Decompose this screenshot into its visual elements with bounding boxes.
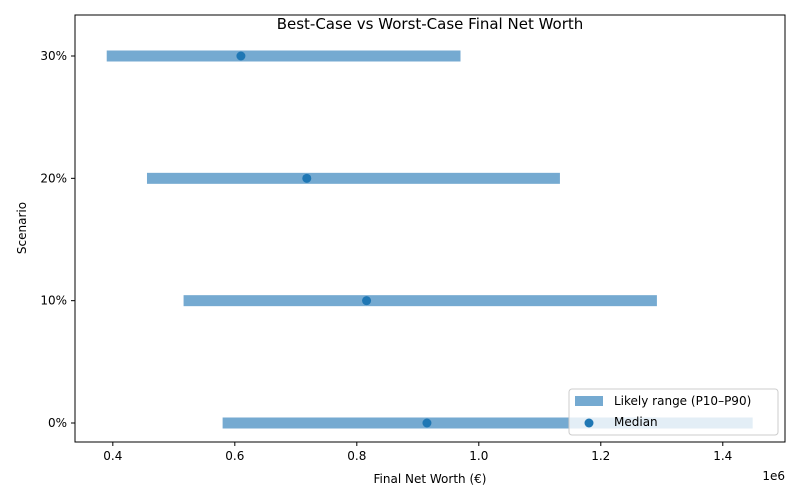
x-axis-label: Final Net Worth (€) <box>374 472 487 486</box>
range-bar-30% <box>106 50 461 62</box>
median-point-30% <box>236 51 246 61</box>
x-tick-label: 1.0 <box>469 449 488 463</box>
x-offset-label: 1e6 <box>762 469 785 483</box>
x-tick-label: 0.8 <box>347 449 366 463</box>
median-point-0% <box>422 418 432 428</box>
y-tick-label: 0% <box>48 416 67 430</box>
plot-frame <box>74 14 786 443</box>
legend-median-marker <box>584 418 594 428</box>
range-bar-20% <box>146 172 560 184</box>
median-point-10% <box>362 296 372 306</box>
y-tick-label: 20% <box>40 171 67 185</box>
legend-range-swatch <box>575 396 603 406</box>
y-tick-label: 10% <box>40 294 67 308</box>
chart-title: Best-Case vs Worst-Case Final Net Worth <box>277 15 584 33</box>
legend-median-label: Median <box>614 415 658 429</box>
legend-box <box>568 388 779 436</box>
range-bar-0% <box>222 417 753 429</box>
x-tick-label: 1.2 <box>591 449 610 463</box>
range-bar-10% <box>183 295 657 307</box>
x-tick-label: 0.6 <box>225 449 244 463</box>
y-tick-label: 30% <box>40 49 67 63</box>
median-point-20% <box>302 173 312 183</box>
legend: Likely range (P10–P90) Median <box>568 388 779 436</box>
y-axis-label: Scenario <box>15 202 29 254</box>
x-tick-label: 1.4 <box>713 449 732 463</box>
x-tick-label: 0.4 <box>103 449 122 463</box>
legend-range-label: Likely range (P10–P90) <box>614 394 751 408</box>
